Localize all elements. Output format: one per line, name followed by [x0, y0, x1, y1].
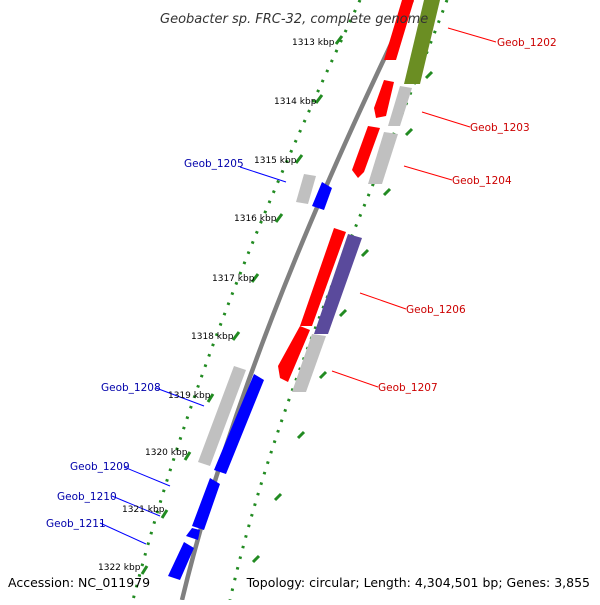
kbp-label: 1322 kbp [98, 563, 141, 573]
callout-line-geob-1209 [123, 466, 171, 487]
kbp-label: 1313 kbp [292, 38, 335, 48]
kbp-label: 1320 kbp [145, 448, 188, 458]
callout-line-geob-1210 [111, 495, 161, 517]
gene-label-geob-1205[interactable]: Geob_1205 [184, 158, 244, 170]
gene-geob-1205-arrow[interactable] [312, 182, 332, 210]
outer-left-dotted-line [131, 0, 362, 601]
gene-geob-1207-cds[interactable] [292, 334, 326, 392]
callout-line-geob-1206 [359, 292, 407, 310]
callout-lines [99, 27, 497, 545]
gene-label-geob-1210[interactable]: Geob_1210 [57, 491, 117, 503]
kbp-label: 1321 kbp [122, 505, 165, 515]
gene-geob-1209-arrow[interactable] [192, 478, 220, 530]
gene-geob-1208-cds[interactable] [198, 366, 246, 466]
callout-line-geob-1211 [99, 522, 147, 545]
gene-label-geob-1211[interactable]: Geob_1211 [46, 518, 106, 530]
tick-mark [206, 393, 215, 403]
topology-text: Topology: circular; Length: 4,304,501 bp… [246, 575, 590, 590]
kbp-label: 1314 kbp [274, 97, 317, 107]
gene-label-geob-1206[interactable]: Geob_1206 [406, 304, 466, 316]
gene-geob-1204-arrow[interactable] [352, 126, 380, 178]
reverse-strand-genes [168, 174, 332, 580]
tick-mark [382, 187, 392, 197]
callout-line-geob-1208 [155, 387, 205, 407]
kbp-label: 1315 kbp [254, 156, 297, 166]
tick-mark [250, 273, 260, 283]
gene-geob-1208-arrow[interactable] [214, 374, 264, 474]
gene-label-geob-1203[interactable]: Geob_1203 [470, 122, 530, 134]
genome-title: Geobacter sp. FRC-32, complete genome [160, 12, 428, 27]
kbp-label: 1318 kbp [191, 332, 234, 342]
gene-label-geob-1207[interactable]: Geob_1207 [378, 382, 438, 394]
kbp-label: 1319 kbp [168, 391, 211, 401]
gene-geob-1204-cds[interactable] [368, 132, 398, 184]
gene-label-geob-1209[interactable]: Geob_1209 [70, 461, 130, 473]
gene-geob-1202-arrow[interactable] [384, 0, 414, 60]
tick-marks [140, 35, 434, 575]
callout-line-geob-1207 [331, 370, 379, 388]
kbp-label: 1316 kbp [234, 214, 277, 224]
tick-mark [296, 430, 306, 440]
gene-label-geob-1202[interactable]: Geob_1202 [497, 37, 557, 49]
tick-mark [231, 331, 241, 341]
gene-geob-1203-arrow[interactable] [374, 80, 394, 118]
genome-backbone [179, 0, 415, 601]
tick-mark [404, 127, 414, 137]
gene-geob-1205-cds[interactable] [296, 174, 316, 204]
tick-mark [273, 492, 283, 502]
tick-mark [314, 94, 324, 104]
tick-mark [360, 248, 370, 258]
tick-mark [338, 308, 348, 318]
forward-strand-genes [278, 0, 440, 392]
gene-geob-1202-cds[interactable] [404, 0, 440, 84]
gene-geob-1206-cds[interactable] [314, 234, 362, 334]
gene-label-geob-1204[interactable]: Geob_1204 [452, 175, 512, 187]
tick-mark [251, 554, 261, 564]
gene-label-geob-1208[interactable]: Geob_1208 [101, 382, 161, 394]
kbp-tick-labels: 1313 kbp 1314 kbp 1315 kbp 1316 kbp 1317… [98, 38, 335, 573]
gene-geob-1210-arrow[interactable] [186, 528, 200, 540]
callout-line-geob-1204 [403, 165, 453, 181]
tick-mark [424, 70, 434, 80]
callout-line-geob-1205 [239, 166, 287, 183]
tick-mark [183, 451, 192, 461]
gene-geob-1207-arrow[interactable] [278, 326, 310, 382]
gene-geob-1206-arrow[interactable] [300, 228, 346, 326]
callout-line-geob-1202 [447, 27, 497, 43]
kbp-label: 1317 kbp [212, 274, 255, 284]
gene-labels: Geob_1202 Geob_1203 Geob_1204 Geob_1206 … [46, 37, 557, 530]
dotted-guide-lines [131, 0, 449, 601]
accession-text: Accession: NC_011979 [8, 575, 150, 590]
tick-mark [294, 154, 304, 164]
tick-mark [318, 370, 328, 380]
callout-line-geob-1203 [421, 111, 471, 128]
tick-mark [160, 509, 169, 519]
tick-mark [274, 213, 284, 223]
gene-geob-1211-arrow[interactable] [168, 542, 194, 580]
gene-geob-1203-cds[interactable] [388, 86, 412, 126]
tick-mark [140, 565, 149, 575]
tick-mark [334, 35, 344, 45]
